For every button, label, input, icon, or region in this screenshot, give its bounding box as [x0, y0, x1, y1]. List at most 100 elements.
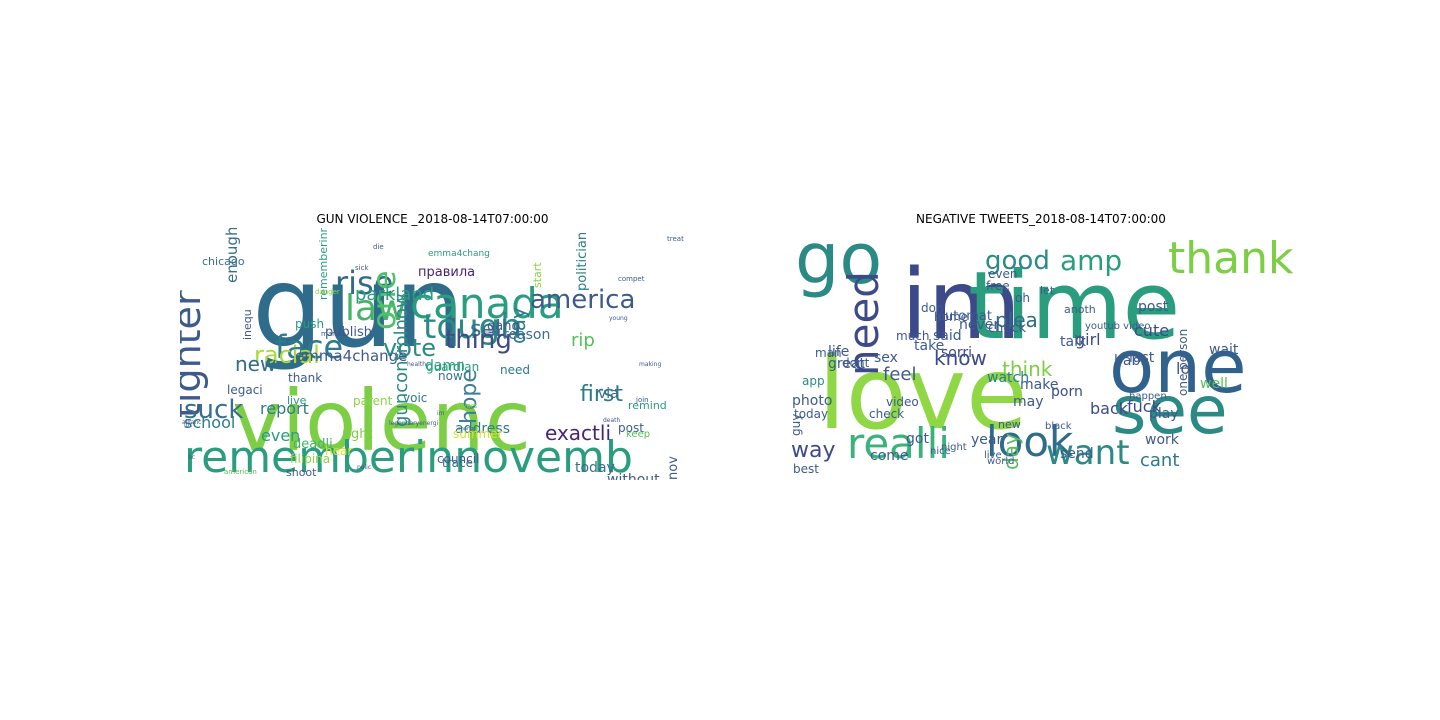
word-one-person: one person — [1176, 329, 1190, 396]
word-photo: photo — [792, 393, 832, 409]
word-check: check — [988, 321, 1027, 336]
word-danger: danger — [315, 288, 340, 296]
word-back: back — [1090, 399, 1129, 418]
word-need: need — [500, 363, 530, 377]
word-shoot: shoot — [286, 466, 317, 479]
word-check: check — [869, 407, 904, 421]
word-voic: voic — [403, 391, 427, 405]
word-think: think — [1002, 357, 1053, 381]
word-gun: gun — [252, 243, 465, 373]
word-report: report — [260, 399, 309, 418]
word-legaci: legaci — [227, 383, 263, 397]
word-youtub-video: youtub video — [1085, 321, 1150, 332]
word-nice: nice — [930, 446, 951, 457]
word-tighter: tighter — [180, 290, 209, 418]
word-keep: keep — [626, 429, 650, 440]
wordcloud-panel-negative-tweets: NEGATIVE TWEETS_2018-08-14T07:00:00 love… — [788, 210, 1294, 480]
word-year: year — [971, 432, 1002, 448]
word-via: via — [598, 386, 619, 402]
word-feel: feel — [883, 364, 917, 385]
word-law: law — [345, 288, 407, 329]
word-got: got — [906, 431, 929, 447]
word-love: love — [818, 335, 1028, 452]
word-hope: hope — [457, 369, 482, 424]
word-black: black — [1045, 421, 1072, 432]
word-see: see — [1112, 372, 1228, 449]
word-summer: summer — [453, 427, 503, 441]
word-free: free — [986, 279, 1010, 293]
word-address: address — [455, 421, 510, 437]
word-want: want — [1046, 433, 1130, 473]
word-even: even — [988, 267, 1017, 281]
word-racial: racial — [254, 341, 320, 369]
word-never: never — [959, 317, 999, 333]
word-school: school — [184, 413, 235, 432]
word-right: right — [342, 427, 373, 442]
word-girl: girl — [1075, 330, 1101, 349]
word-oh: oh — [1015, 291, 1030, 305]
word-porn: porn — [1051, 384, 1083, 400]
word-night: night — [941, 442, 967, 453]
word-last: last — [1129, 350, 1155, 366]
word-happen: happen — [1129, 391, 1167, 402]
word-time: time — [968, 252, 1180, 361]
word-remind: remind — [628, 399, 667, 412]
word-great: great — [828, 356, 866, 372]
word-start: start — [531, 262, 544, 288]
word-filipina: filipina — [290, 452, 330, 466]
word-guncontrolnow: guncontrolnow — [391, 293, 412, 427]
word-look: look — [986, 417, 1074, 466]
word-council: council — [437, 452, 479, 466]
word-vote: vote — [383, 334, 436, 362]
word-first: first — [580, 382, 623, 407]
word-die: die — [373, 243, 384, 251]
wordcloud-panel-gun-violence: GUN VIOLENCE _2018-08-14T07:00:00 gun vio… — [180, 210, 685, 480]
word-sick: sick — [355, 264, 369, 272]
word-cute: cute — [1134, 321, 1169, 340]
word-compet: compet — [618, 275, 645, 283]
word-video: video — [886, 395, 919, 409]
word-token: правила — [418, 265, 475, 280]
word-im: im — [901, 249, 1021, 361]
word-enoughisenough: enoughisenough — [223, 228, 241, 283]
word-new: new — [998, 418, 1021, 431]
word-take: take — [914, 338, 944, 354]
panel-title: NEGATIVE TWEETS_2018-08-14T07:00:00 — [916, 212, 1166, 226]
word-exactli: exactli — [545, 421, 611, 445]
word-treat: treat — [667, 235, 684, 243]
word-bc: bc — [188, 454, 195, 461]
word-talk: talk — [1060, 334, 1087, 350]
word-gang: gang — [487, 319, 520, 334]
word-watch: watch — [987, 370, 1029, 386]
word-way: way — [791, 438, 836, 463]
word-babi: babi — [1114, 353, 1144, 369]
word-push: push — [295, 317, 324, 331]
word-let: let — [1040, 284, 1055, 297]
word-go: go — [795, 228, 882, 300]
word-live: live — [984, 450, 1002, 461]
word-play: play — [1149, 406, 1179, 422]
word-good: good — [985, 246, 1050, 276]
word-chicago: chicago — [202, 255, 245, 268]
word-fuck: fuck — [1127, 397, 1162, 416]
word-one: one — [1109, 324, 1247, 410]
word-rememberinnovember: rememberinnovember — [317, 228, 330, 300]
word-nov: nov — [666, 456, 681, 480]
word-thing: thing — [445, 325, 512, 355]
word-one: one — [365, 270, 403, 330]
word-hear: hear — [325, 444, 352, 458]
word-need: need — [839, 271, 888, 376]
word-post: post — [618, 421, 644, 435]
word-without: without — [607, 472, 660, 480]
word-suck: suck — [184, 395, 243, 425]
word-canada: canada — [410, 279, 564, 328]
word-well: well — [1200, 376, 1228, 392]
word-thank: thank — [1168, 233, 1294, 284]
word-marina: marina — [321, 330, 346, 338]
word-join: join — [635, 396, 649, 404]
word-deadli: deadli — [293, 437, 333, 452]
word-wait: wait — [1209, 342, 1239, 358]
word-parkland: parkland — [355, 284, 434, 305]
